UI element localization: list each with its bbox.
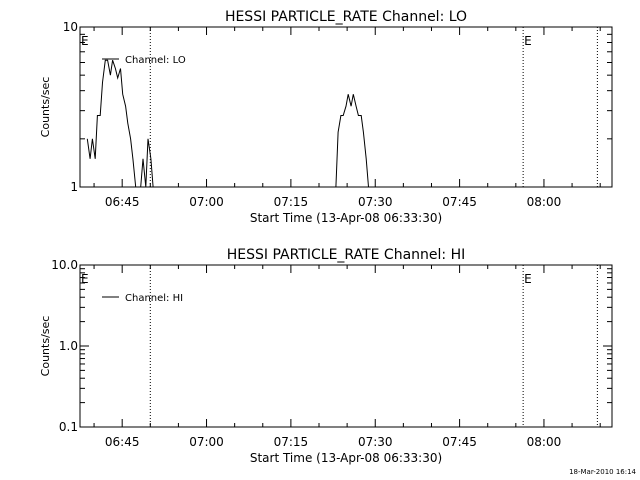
series-line-late [333, 94, 394, 188]
x-axis-label: Start Time (13-Apr-08 06:33:30) [250, 211, 442, 225]
event-marker-label: E [524, 272, 532, 286]
plot-frame [79, 26, 613, 188]
x-tick-label: 07:30 [358, 435, 393, 449]
panel-lo: HESSI PARTICLE_RATE Channel: LO Start Tim… [39, 9, 613, 225]
legend-label: Channel: HI [125, 293, 183, 304]
chart-title: HESSI PARTICLE_RATE Channel: LO [225, 9, 467, 25]
x-axis-label: Start Time (13-Apr-08 06:33:30) [250, 451, 442, 465]
y-tick-label: 10.0 [51, 258, 78, 272]
y-axis-label: Counts/sec [39, 77, 52, 138]
x-tick-label: 07:00 [189, 195, 224, 209]
x-tick-label: 07:30 [358, 195, 393, 209]
x-tick-label: 07:45 [442, 435, 477, 449]
series-line-early [86, 59, 187, 188]
timestamp: 18-Mar-2010 16:14 [569, 468, 636, 476]
y-tick-label: 1.0 [59, 339, 78, 353]
panel-hi: HESSI PARTICLE_RATE Channel: HI Start Tim… [39, 247, 613, 465]
legend-label: Channel: LO [125, 55, 186, 66]
x-tick-label: 07:00 [189, 435, 224, 449]
x-tick-label: 08:00 [527, 195, 562, 209]
event-marker-label: E [81, 34, 89, 48]
y-tick-label: 1 [70, 180, 78, 194]
x-tick-label: 08:00 [527, 435, 562, 449]
y-tick-label: 0.1 [59, 420, 78, 434]
x-tick-label: 07:15 [274, 435, 309, 449]
x-tick-label: 06:45 [105, 435, 140, 449]
event-marker-label: E [524, 34, 532, 48]
event-marker-label: E [81, 272, 89, 286]
y-axis-label: Counts/sec [39, 316, 52, 377]
x-tick-label: 07:15 [274, 195, 309, 209]
x-tick-label: 06:45 [105, 195, 140, 209]
plot-frame [79, 264, 613, 428]
x-tick-label: 07:45 [442, 195, 477, 209]
chart-title: HESSI PARTICLE_RATE Channel: HI [227, 247, 465, 263]
y-tick-label: 10 [63, 20, 78, 34]
